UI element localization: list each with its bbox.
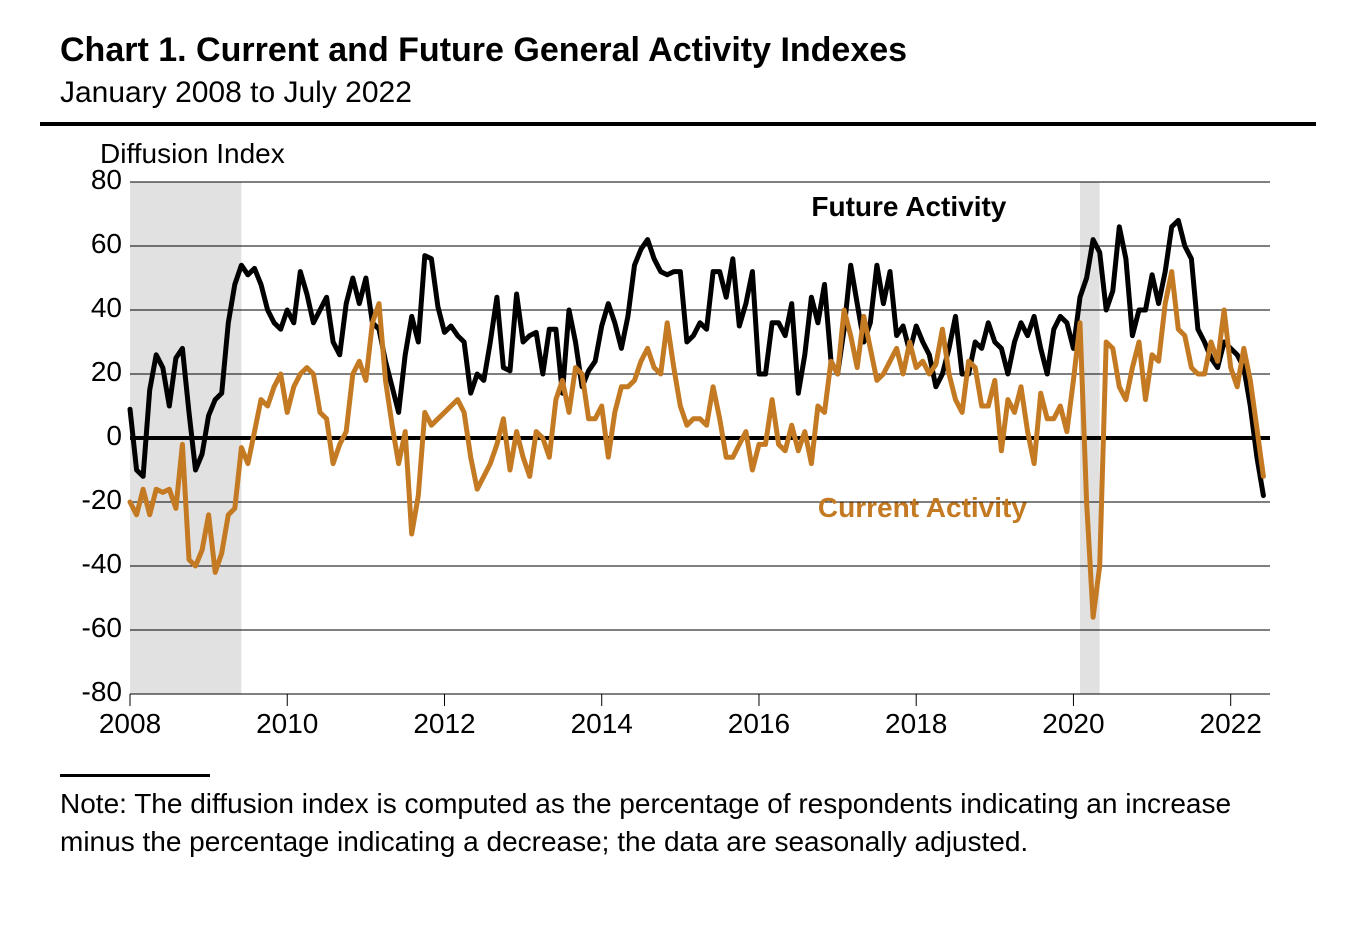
- series-label-current: Current Activity: [818, 492, 1027, 524]
- y-tick-label: -60: [50, 612, 122, 644]
- chart-title: Chart 1. Current and Future General Acti…: [60, 30, 1316, 71]
- x-tick-label: 2014: [571, 708, 633, 740]
- y-tick-label: 20: [50, 356, 122, 388]
- footnote-rule: [60, 774, 210, 777]
- x-tick-label: 2022: [1200, 708, 1262, 740]
- x-tick-label: 2020: [1042, 708, 1104, 740]
- chart-subtitle: January 2008 to July 2022: [60, 73, 1316, 112]
- x-tick-label: 2016: [728, 708, 790, 740]
- y-tick-label: -80: [50, 676, 122, 708]
- x-tick-label: 2010: [256, 708, 318, 740]
- y-tick-label: 0: [50, 420, 122, 452]
- header-rule: [40, 122, 1316, 126]
- chart-svg: [40, 174, 1280, 734]
- x-tick-label: 2008: [99, 708, 161, 740]
- chart-footnote: Note: The diffusion index is computed as…: [60, 785, 1306, 861]
- y-tick-label: 60: [50, 228, 122, 260]
- y-tick-label: -20: [50, 484, 122, 516]
- y-tick-label: -40: [50, 548, 122, 580]
- x-tick-label: 2018: [885, 708, 947, 740]
- x-tick-label: 2012: [413, 708, 475, 740]
- y-tick-label: 40: [50, 292, 122, 324]
- y-axis-label: Diffusion Index: [100, 138, 1316, 170]
- series-label-future: Future Activity: [811, 191, 1006, 223]
- chart-plot-area: -80-60-40-200204060802008201020122014201…: [40, 174, 1280, 734]
- y-tick-label: 80: [50, 164, 122, 196]
